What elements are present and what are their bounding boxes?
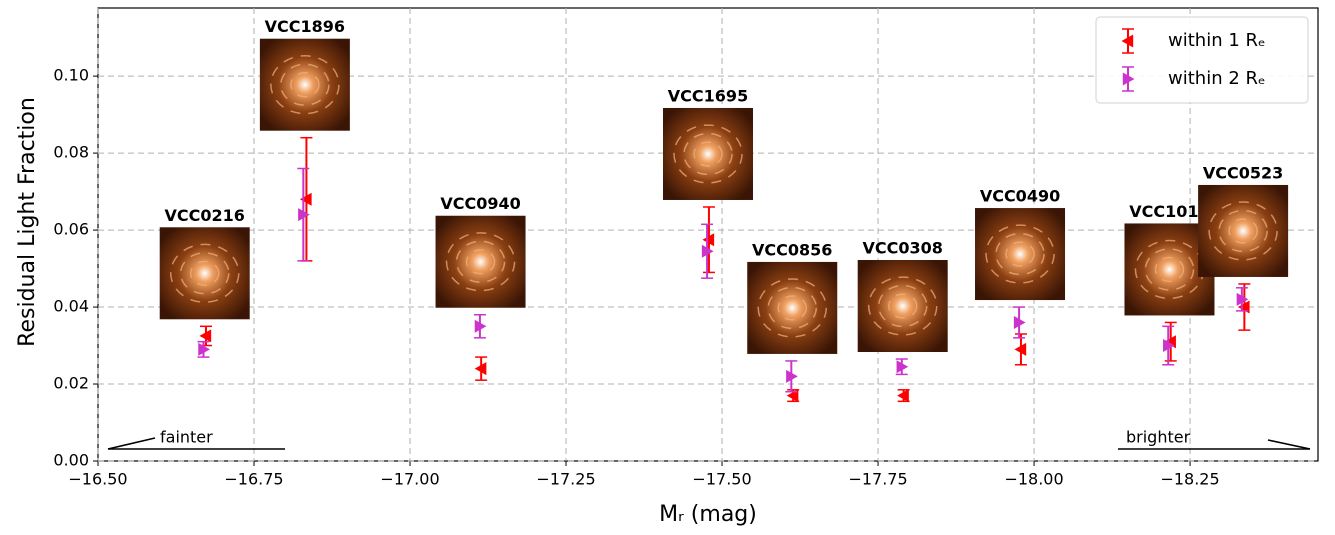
x-tick-label: −16.50 — [68, 470, 127, 489]
x-tick-label: −17.25 — [536, 470, 595, 489]
galaxy-label: VCC0308 — [862, 239, 942, 258]
galaxy-label: VCC1896 — [265, 17, 345, 36]
galaxy-label: VCC1695 — [668, 86, 748, 105]
fainter-arrow-head — [108, 438, 155, 449]
galaxy-thumbnail — [260, 39, 350, 131]
fainter-label: fainter — [160, 428, 213, 447]
galaxy-label: VCC0940 — [440, 194, 520, 213]
x-tick-label: −17.75 — [848, 470, 907, 489]
galaxy-thumbnail — [747, 262, 837, 354]
y-tick-label: 0.06 — [53, 220, 89, 239]
brighter-label: brighter — [1126, 428, 1191, 447]
y-axis-label: Residual Light Fraction — [15, 97, 40, 347]
x-tick-label: −16.75 — [224, 470, 283, 489]
galaxy-thumbnail — [436, 216, 526, 308]
x-tick-label: −17.00 — [380, 470, 439, 489]
galaxy-thumbnail — [858, 260, 948, 352]
galaxy-thumbnail — [663, 108, 753, 200]
legend-label: within 2 Rₑ — [1168, 68, 1266, 89]
x-tick-label: −18.25 — [1160, 470, 1219, 489]
x-axis-label: Mᵣ (mag) — [659, 502, 757, 527]
galaxy-label: VCC0490 — [980, 187, 1060, 206]
y-tick-label: 0.02 — [53, 374, 89, 393]
galaxy-thumbnail — [975, 208, 1065, 300]
chart: −16.50 −16.75 −17.00 −17.25 −17.50 −17.75 −18.… — [0, 0, 1335, 531]
galaxy-label: VCC0216 — [165, 206, 245, 225]
galaxy-thumbnail — [160, 227, 250, 319]
y-tick-label: 0.08 — [53, 143, 89, 162]
y-tick-label: 0.10 — [53, 66, 89, 85]
x-tick-label: −18.00 — [1004, 470, 1063, 489]
brighter-arrow-head — [1268, 440, 1310, 449]
y-tick-label: 0.00 — [53, 451, 89, 470]
y-tick-label: 0.04 — [53, 297, 89, 316]
x-tick-label: −17.50 — [692, 470, 751, 489]
galaxy-label: VCC0856 — [752, 240, 832, 259]
galaxy-label: VCC0523 — [1203, 163, 1283, 182]
galaxy-label: VCC1010 — [1129, 202, 1209, 221]
galaxy-thumbnail — [1198, 185, 1288, 277]
legend-label: within 1 Rₑ — [1168, 30, 1266, 51]
